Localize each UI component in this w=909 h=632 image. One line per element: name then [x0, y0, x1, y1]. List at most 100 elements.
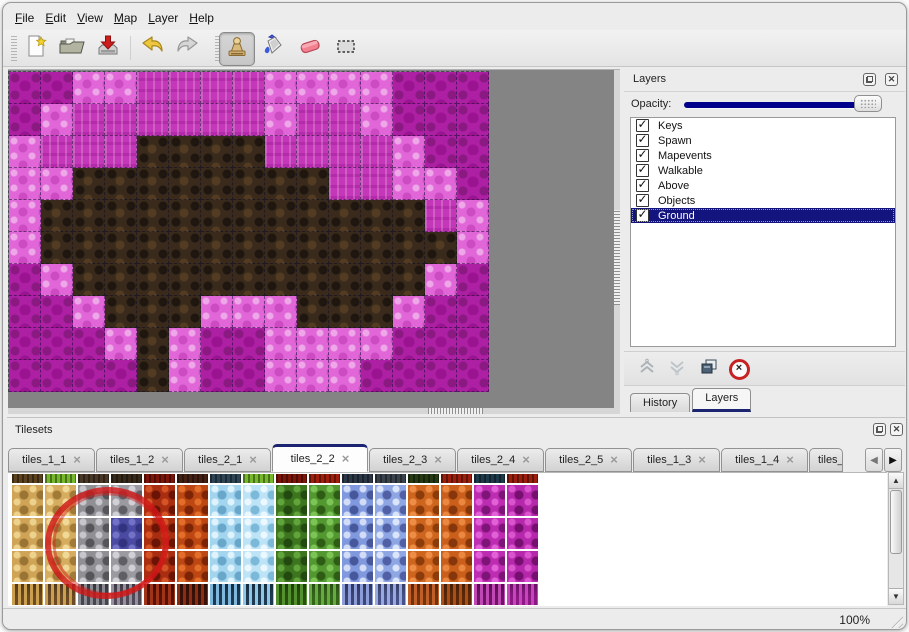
map-tile-magenta-wall[interactable] — [297, 104, 329, 136]
map-tile-dark-magenta-floor[interactable] — [393, 104, 425, 136]
tileset-tile-edge-crystal-b[interactable] — [375, 474, 406, 483]
tileset-tab-tiles_2_2[interactable]: tiles_2_2 × — [272, 444, 368, 472]
tab-close-icon[interactable]: × — [161, 452, 169, 467]
map-tile-dark-magenta-floor[interactable] — [425, 136, 457, 168]
tileset-tile-crystal-a[interactable] — [342, 551, 373, 582]
map-tile-brown-cave-floor[interactable] — [297, 168, 329, 200]
scroll-up-button[interactable]: ▲ — [889, 473, 903, 489]
menu-item-edit[interactable]: Edit — [45, 11, 67, 25]
tileset-tile-fringe-magenta-cell-a[interactable] — [474, 584, 505, 605]
map-tile-dark-magenta-floor[interactable] — [457, 296, 489, 328]
tileset-tile-magenta-cell-a[interactable] — [474, 518, 505, 549]
tab-layers[interactable]: Layers — [692, 388, 752, 412]
map-tile-pink-scale-wall[interactable] — [329, 360, 361, 392]
map-tile-pink-scale-wall[interactable] — [265, 360, 297, 392]
map-tile-dark-magenta-floor[interactable] — [201, 328, 233, 360]
map-tile-dark-magenta-floor[interactable] — [425, 72, 457, 104]
tab-close-icon[interactable]: × — [786, 452, 794, 467]
map-tile-dark-magenta-floor[interactable] — [457, 136, 489, 168]
tileset-tile-magenta-cell-b[interactable] — [507, 518, 538, 549]
layer-visibility-checkbox[interactable]: ✓ — [636, 133, 649, 147]
map-tile-brown-cave-floor[interactable] — [297, 264, 329, 296]
open-file-button[interactable] — [55, 32, 89, 64]
map-tile-pink-scale-wall[interactable] — [169, 360, 201, 392]
map-tile-brown-cave-floor[interactable] — [361, 232, 393, 264]
map-tile-dark-magenta-floor[interactable] — [105, 360, 137, 392]
map-tile-dark-magenta-floor[interactable] — [425, 360, 457, 392]
tileset-tile-orange-coral-b[interactable] — [441, 518, 472, 549]
tileset-tile-lava[interactable] — [177, 485, 208, 516]
tileset-tab-tiles_2_3[interactable]: tiles_2_3 × — [369, 448, 456, 472]
map-tile-brown-cave-floor[interactable] — [233, 200, 265, 232]
undo-button[interactable] — [135, 32, 169, 64]
map-tile-brown-cave-floor[interactable] — [233, 232, 265, 264]
map-tile-dark-magenta-floor[interactable] — [393, 360, 425, 392]
tileset-tile-vine-dark[interactable] — [276, 485, 307, 516]
resize-grip[interactable] — [888, 613, 903, 628]
tab-scroll-left-button[interactable]: ◀ — [865, 448, 883, 472]
map-tile-brown-cave-floor[interactable] — [265, 232, 297, 264]
tileset-tile-dirt-a[interactable] — [12, 518, 43, 549]
tileset-tile-stone-a[interactable] — [78, 518, 109, 549]
tileset-tile-orange-coral-b[interactable] — [441, 551, 472, 582]
map-tile-pink-scale-wall[interactable] — [41, 104, 73, 136]
move-layer-up-button[interactable] — [636, 358, 658, 380]
tileset-tile-orange-coral-a[interactable] — [408, 551, 439, 582]
map-tile-brown-cave-floor[interactable] — [393, 200, 425, 232]
map-tile-dark-magenta-floor[interactable] — [9, 360, 41, 392]
layer-row-objects[interactable]: ✓ Objects — [631, 193, 895, 208]
tileset-scrollbar-thumb[interactable] — [890, 490, 902, 554]
map-tile-dark-magenta-floor[interactable] — [457, 104, 489, 136]
tileset-tile-dirt-b[interactable] — [45, 485, 76, 516]
tab-close-icon[interactable]: × — [341, 451, 350, 466]
map-tile-dark-magenta-floor[interactable] — [41, 296, 73, 328]
tileset-tile-ice-b[interactable] — [243, 518, 274, 549]
tileset-tile-fringe-vine-dark[interactable] — [276, 584, 307, 605]
tileset-tile-vine[interactable] — [309, 485, 340, 516]
move-layer-down-button[interactable] — [666, 358, 688, 380]
map-tile-pink-scale-wall[interactable] — [393, 136, 425, 168]
map-tile-brown-cave-floor[interactable] — [169, 232, 201, 264]
map-tile-magenta-wall[interactable] — [137, 104, 169, 136]
tileset-tile-lava[interactable] — [177, 518, 208, 549]
tileset-tile-fringe-crystal-a[interactable] — [342, 584, 373, 605]
tileset-tile-edge-lava-rock[interactable] — [144, 474, 175, 483]
tileset-tile-ice-a[interactable] — [210, 551, 241, 582]
map-tile-dark-magenta-floor[interactable] — [361, 360, 393, 392]
layer-row-above[interactable]: ✓ Above — [631, 178, 895, 193]
tab-close-icon[interactable]: × — [249, 452, 257, 467]
tab-close-icon[interactable]: × — [610, 452, 618, 467]
stamp-tool-button[interactable] — [219, 32, 255, 66]
map-tile-pink-scale-wall[interactable] — [9, 200, 41, 232]
layer-row-walkable[interactable]: ✓ Walkable — [631, 163, 895, 178]
map-tile-dark-magenta-floor[interactable] — [9, 264, 41, 296]
map-tile-magenta-wall[interactable] — [265, 136, 297, 168]
map-tile-brown-cave-floor[interactable] — [201, 232, 233, 264]
tab-history[interactable]: History — [630, 393, 691, 412]
map-tile-brown-cave-floor[interactable] — [297, 200, 329, 232]
map-tile-dark-magenta-floor[interactable] — [457, 264, 489, 296]
map-tile-magenta-wall[interactable] — [169, 72, 201, 104]
map-tile-pink-scale-wall[interactable] — [329, 328, 361, 360]
new-file-button[interactable] — [19, 32, 53, 64]
tileset-tile-edge-magenta-cell-b[interactable] — [507, 474, 538, 483]
map-tile-pink-scale-wall[interactable] — [361, 104, 393, 136]
tileset-tile-fringe-lava-rock[interactable] — [144, 584, 175, 605]
tileset-tile-crystal-a[interactable] — [342, 485, 373, 516]
map-tile-dark-magenta-floor[interactable] — [73, 360, 105, 392]
map-tile-magenta-wall[interactable] — [329, 104, 361, 136]
map-vertical-scrollbar-thumb[interactable] — [614, 210, 620, 305]
map-tile-brown-cave-floor[interactable] — [201, 168, 233, 200]
map-tile-brown-cave-floor[interactable] — [105, 264, 137, 296]
fill-tool-button[interactable] — [257, 32, 291, 64]
float-panel-button[interactable] — [863, 73, 876, 86]
layer-visibility-checkbox[interactable]: ✓ — [636, 148, 649, 162]
map-tile-pink-scale-wall[interactable] — [265, 328, 297, 360]
tileset-tile-lava-rock[interactable] — [144, 485, 175, 516]
map-tile-pink-scale-wall[interactable] — [361, 72, 393, 104]
map-horizontal-scrollbar[interactable] — [8, 408, 614, 414]
map-tile-pink-scale-wall[interactable] — [201, 296, 233, 328]
menu-item-view[interactable]: View — [77, 11, 103, 25]
map-tile-magenta-wall[interactable] — [201, 104, 233, 136]
float-panel-button[interactable] — [873, 423, 886, 436]
